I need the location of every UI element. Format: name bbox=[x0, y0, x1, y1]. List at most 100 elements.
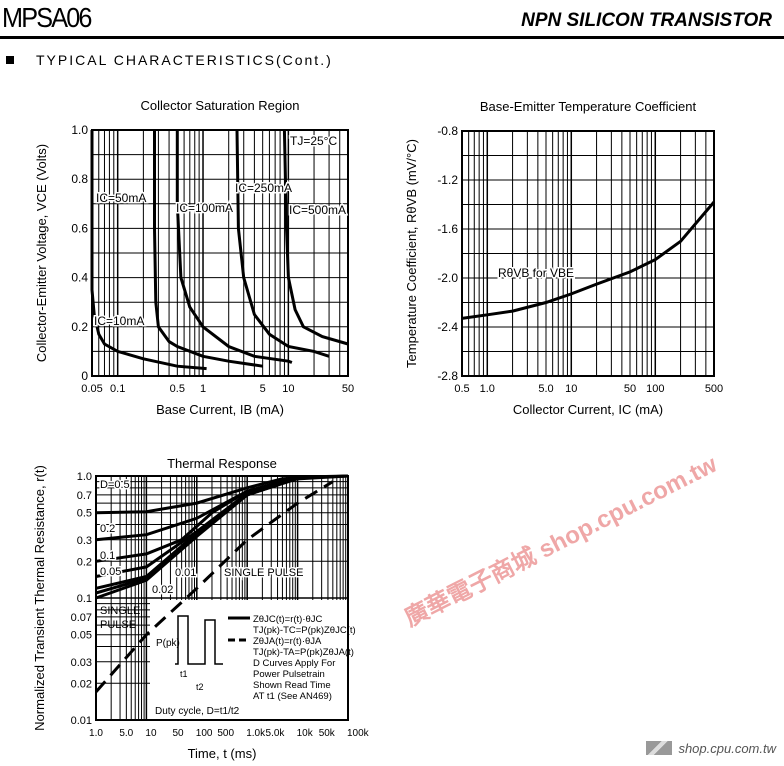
x-tick-label: 500 bbox=[217, 728, 234, 739]
y-tick-label: 0.4 bbox=[71, 271, 88, 285]
y-tick-label: 0.5 bbox=[77, 508, 92, 520]
series-line bbox=[95, 476, 298, 563]
temperature-annotation: TJ=25°C bbox=[290, 134, 337, 148]
section-title: TYPICAL CHARACTERISTICS(Cont.) bbox=[36, 52, 333, 68]
t1-label: t1 bbox=[180, 669, 188, 679]
x-tick-label: 10 bbox=[145, 728, 157, 739]
header-rule bbox=[0, 36, 784, 39]
x-tick-label: 100 bbox=[196, 728, 213, 739]
x-tick-label: 1.0 bbox=[480, 383, 495, 395]
legend-text: AT t1 (See AN469) bbox=[253, 691, 332, 702]
x-tick-label: 0.05 bbox=[81, 383, 102, 395]
series-line bbox=[94, 480, 334, 693]
series-label: IC=50mA bbox=[96, 191, 146, 205]
x-tick-label: 0.1 bbox=[110, 383, 125, 395]
series-label: IC=250mA bbox=[235, 181, 292, 195]
y-tick-label: 0.3 bbox=[77, 535, 92, 547]
y-tick-label: 1.0 bbox=[71, 123, 88, 137]
footer-logo: shop.cpu.com.tw bbox=[646, 741, 776, 756]
y-tick-label: 0.02 bbox=[71, 678, 92, 690]
chart-title: Base-Emitter Temperature Coefficient bbox=[480, 99, 697, 114]
pulse-waveform bbox=[175, 615, 223, 665]
y-tick-label: 0.1 bbox=[77, 593, 92, 605]
legend-text: ZθJC(t)=r(t)·θJC bbox=[253, 614, 323, 625]
footer-site: shop.cpu.com.tw bbox=[678, 741, 776, 756]
x-axis-label: Time, t (ms) bbox=[188, 746, 257, 761]
series-label: IC=500mA bbox=[289, 203, 346, 217]
y-axis-label: Collector-Emitter Voltage, VCE (Volts) bbox=[34, 144, 49, 362]
duty-cycle-label: Duty cycle, D=t1/t2 bbox=[155, 706, 240, 717]
y-tick-label: 0.8 bbox=[71, 172, 88, 186]
y-tick-label: -2.4 bbox=[437, 320, 458, 334]
x-axis-label: Base Current, IB (mA) bbox=[156, 402, 284, 417]
bullet-square-icon bbox=[6, 56, 14, 64]
series-label: 0.2 bbox=[100, 523, 115, 535]
y-tick-label: -2.0 bbox=[437, 271, 458, 285]
plot-frame bbox=[461, 130, 715, 377]
series-label: SINGLE PULSE bbox=[224, 567, 303, 579]
t2-label: t2 bbox=[196, 682, 204, 692]
chart-title: Thermal Response bbox=[167, 456, 277, 471]
series-label: IC=100mA bbox=[176, 201, 233, 215]
series-line bbox=[175, 130, 293, 364]
series-line bbox=[461, 201, 716, 320]
x-tick-label: 0.5 bbox=[170, 383, 185, 395]
series-line bbox=[95, 474, 349, 542]
y-tick-label: 0.7 bbox=[77, 490, 92, 502]
y-tick-label: 0.2 bbox=[71, 320, 88, 334]
series-label: RθVB for VBE bbox=[498, 266, 574, 280]
legend-text: Shown Read Time bbox=[253, 680, 331, 691]
x-tick-label: 10 bbox=[565, 383, 577, 395]
y-tick-label: -1.6 bbox=[437, 222, 458, 236]
series-label: PULSE bbox=[100, 619, 136, 631]
chart-title: Collector Saturation Region bbox=[141, 98, 300, 113]
legend-text: TJ(pk)-TC=P(pk)ZθJC(t) bbox=[253, 625, 356, 636]
x-tick-label: 0.5 bbox=[454, 383, 469, 395]
y-tick-label: 0 bbox=[81, 369, 88, 383]
series-line bbox=[153, 130, 263, 368]
series-line bbox=[282, 129, 349, 346]
x-tick-label: 10 bbox=[282, 383, 294, 395]
x-tick-label: 1 bbox=[200, 383, 206, 395]
section-heading: TYPICAL CHARACTERISTICS(Cont.) bbox=[6, 52, 333, 68]
y-tick-label: 0.6 bbox=[71, 221, 88, 235]
legend-box bbox=[150, 600, 347, 719]
y-tick-label: 1.0 bbox=[77, 471, 92, 483]
series-label: SINGLE bbox=[100, 605, 140, 617]
series-line bbox=[235, 129, 330, 358]
legend-text: Power Pulsetrain bbox=[253, 669, 325, 680]
series-label: 0.1 bbox=[100, 550, 115, 562]
series-line bbox=[90, 130, 207, 371]
series-label: 0.02 bbox=[152, 584, 173, 596]
x-tick-label: 5.0k bbox=[266, 728, 286, 739]
y-axis-label: Temperature Coefficient, RθVB (mV/°C) bbox=[404, 139, 419, 368]
series-label: 0.05 bbox=[100, 566, 121, 578]
part-number: MPSA06 bbox=[2, 2, 92, 33]
logo-icon bbox=[646, 741, 673, 755]
legend-text: ZθJA(t)=r(t)·θJA bbox=[253, 636, 322, 647]
x-tick-label: 5.0 bbox=[119, 728, 133, 739]
y-tick-label: -1.2 bbox=[437, 173, 458, 187]
x-tick-label: 1.0k bbox=[246, 728, 266, 739]
y-tick-label: 0.03 bbox=[71, 657, 92, 669]
x-tick-label: 100k bbox=[347, 728, 370, 739]
x-tick-label: 10k bbox=[297, 728, 314, 739]
y-tick-label: -0.8 bbox=[437, 124, 458, 138]
series-label: D=0.5 bbox=[100, 479, 130, 491]
x-tick-label: 1.0 bbox=[89, 728, 103, 739]
x-tick-label: 50 bbox=[624, 383, 636, 395]
x-tick-label: 50 bbox=[173, 728, 185, 739]
x-axis-label: Collector Current, IC (mA) bbox=[513, 402, 663, 417]
y-tick-label: 0.05 bbox=[71, 630, 92, 642]
legend-text: TJ(pk)-TA=P(pk)ZθJA(t) bbox=[253, 647, 354, 658]
ppk-label: P(pk) bbox=[156, 638, 180, 649]
x-tick-label: 50 bbox=[342, 383, 354, 395]
device-type: NPN SILICON TRANSISTOR bbox=[521, 10, 772, 31]
y-axis-label: Normalized Transient Thermal Resistance,… bbox=[32, 465, 47, 731]
y-tick-label: 0.2 bbox=[77, 556, 92, 568]
y-tick-label: 0.07 bbox=[71, 612, 92, 624]
series-label: 0.01 bbox=[175, 567, 196, 579]
series-label: IC=10mA bbox=[94, 314, 144, 328]
x-tick-label: 500 bbox=[705, 383, 723, 395]
x-tick-label: 5 bbox=[260, 383, 266, 395]
